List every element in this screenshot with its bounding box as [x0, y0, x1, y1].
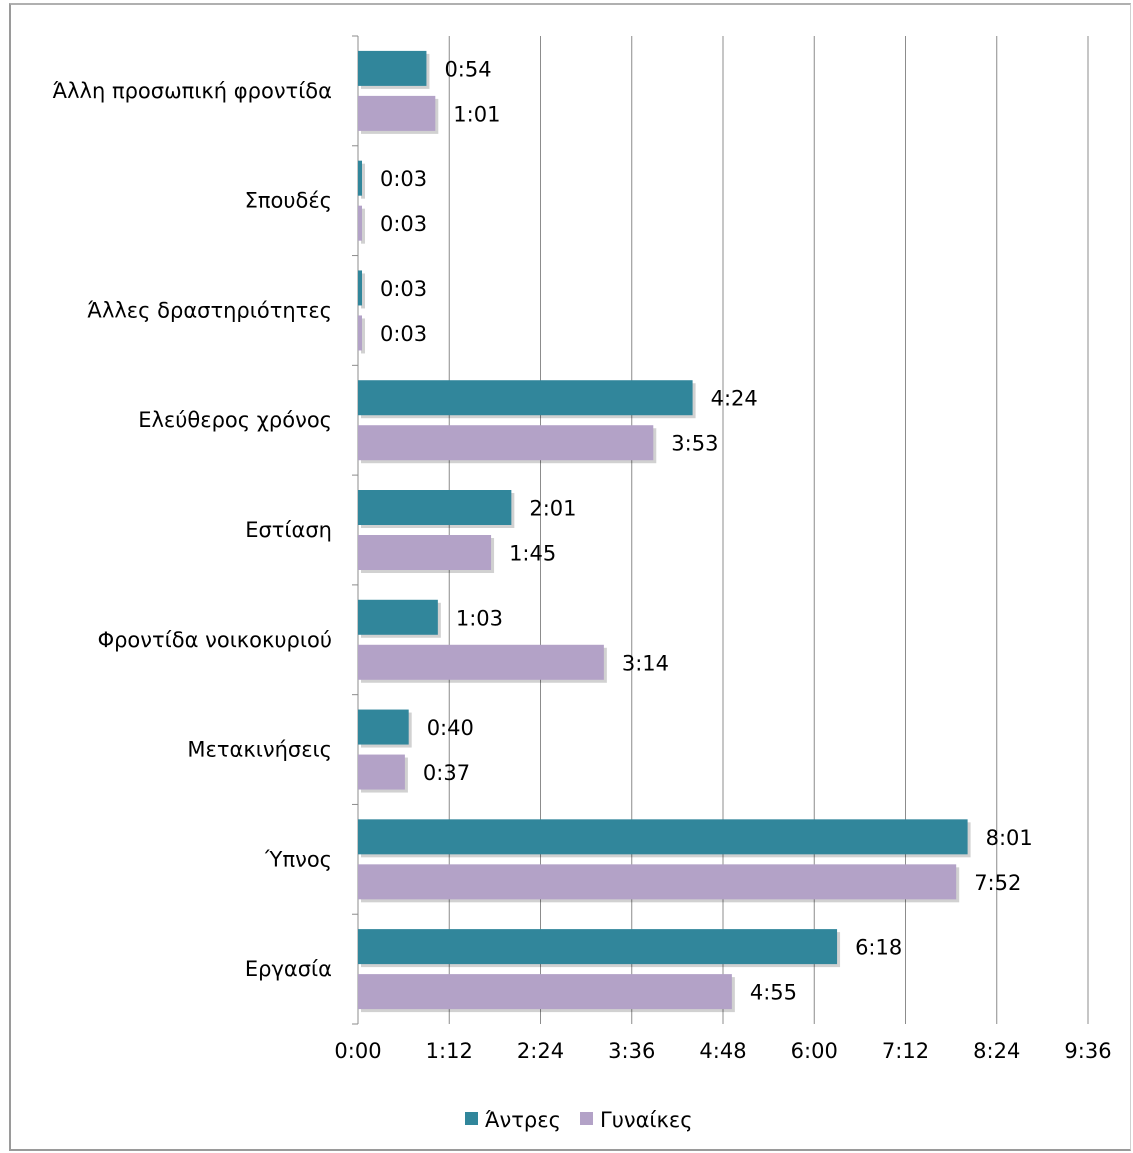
bar-men: [358, 599, 438, 635]
data-label: 0:03: [380, 277, 427, 301]
data-label: 8:01: [986, 826, 1033, 850]
data-label: 0:37: [423, 761, 470, 785]
x-tick-label: 2:24: [517, 1039, 564, 1063]
legend-swatch: [580, 1112, 593, 1125]
category-labels: Εργασία Ύπνος Μετακινήσεις Φροντίδα νοικοκυ…: [53, 79, 332, 981]
data-label: 0:03: [380, 322, 427, 346]
bar-women: [358, 644, 604, 680]
bar-women: [358, 535, 492, 570]
category-label: Φροντίδα νοικοκυριού: [98, 628, 332, 652]
data-label: 4:55: [750, 981, 797, 1005]
bar-men: [358, 819, 968, 855]
category-label: Άλλη προσωπική φροντίδα: [53, 79, 332, 103]
gridlines: [352, 35, 1089, 1025]
bar-shadow: [361, 163, 365, 199]
x-tick-label: 6:00: [791, 1039, 838, 1063]
bar-women: [358, 864, 957, 900]
x-tick-label: 4:48: [699, 1039, 746, 1063]
data-label: 2:01: [529, 497, 576, 521]
bar-men: [358, 50, 427, 86]
category-label: Άλλες δραστηριότητες: [87, 298, 332, 322]
bar-women: [358, 974, 732, 1010]
bar-men: [358, 490, 512, 525]
bar-men: [358, 160, 362, 196]
category-label: Εργασία: [245, 957, 332, 981]
category-label: Μετακινήσεις: [187, 738, 332, 762]
data-label: 7:52: [974, 871, 1021, 895]
bars: [358, 50, 971, 1013]
legend: Άντρες Γυναίκες: [465, 1108, 693, 1132]
x-tick-label: 1:12: [426, 1039, 473, 1063]
data-label: 1:03: [456, 606, 503, 630]
bar-men: [358, 709, 409, 745]
x-tick-label: 9:36: [1064, 1039, 1111, 1063]
data-label: 1:01: [453, 102, 500, 126]
data-label: 6:18: [855, 936, 902, 960]
chart-frame: [9, 3, 1131, 1151]
legend-swatch: [465, 1112, 478, 1125]
data-label: 3:14: [622, 651, 669, 675]
bar-women: [358, 425, 654, 461]
category-label: Εστίαση: [245, 518, 332, 542]
data-label: 0:40: [427, 716, 474, 740]
category-label: Ύπνος: [264, 847, 332, 871]
data-label: 1:45: [509, 542, 556, 566]
bar-women: [358, 205, 362, 241]
bar-shadow: [361, 273, 365, 309]
bar-women: [358, 754, 405, 790]
category-label: Ελεύθερος χρόνος: [138, 408, 332, 432]
bar-men: [358, 380, 693, 416]
x-tick-label: 3:36: [608, 1039, 655, 1063]
legend-label: Γυναίκες: [600, 1108, 693, 1132]
category-label: Σπουδές: [245, 189, 332, 213]
legend-label: Άντρες: [485, 1108, 561, 1132]
bar-men: [358, 929, 838, 965]
data-label: 0:03: [380, 212, 427, 236]
bar-women: [358, 315, 362, 351]
x-tick-labels: 0:00 1:12 2:24 3:36 4:48 6:00 7:12 8:24 9:36: [334, 1039, 1111, 1063]
data-label: 0:03: [380, 167, 427, 191]
bar-shadow: [361, 318, 365, 354]
data-label: 3:53: [671, 432, 718, 456]
bar-shadow: [361, 208, 365, 244]
data-label: 0:54: [444, 57, 491, 81]
x-tick-label: 7:12: [882, 1039, 929, 1063]
x-tick-label: 8:24: [973, 1039, 1020, 1063]
data-label: 4:24: [711, 387, 758, 411]
x-tick-label: 0:00: [334, 1039, 381, 1063]
bar-men: [358, 270, 362, 306]
bar-women: [358, 95, 436, 131]
data-labels: 6:18 4:55 8:01 7:52 0:40 0:37 1:03 3:14 2:01 1:45…: [380, 57, 1033, 1004]
